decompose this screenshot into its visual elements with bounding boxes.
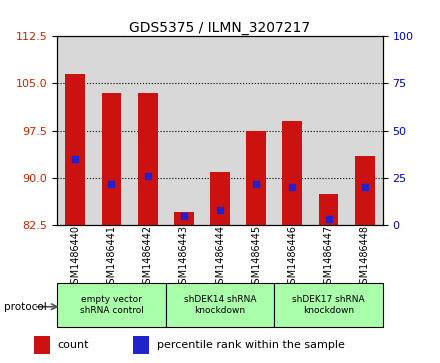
Text: protocol: protocol (4, 302, 47, 312)
Bar (347, 36, 383, 225)
Bar (311, 36, 347, 225)
Point (180, 213, 187, 219)
Bar (129, 36, 166, 225)
Text: GSM1486446: GSM1486446 (287, 225, 297, 290)
Text: shDEK17 shRNA
knockdown: shDEK17 shRNA knockdown (292, 295, 365, 315)
Text: percentile rank within the sample: percentile rank within the sample (157, 340, 345, 350)
Point (72, 156, 79, 162)
Bar (355, 156, 375, 225)
Title: GDS5375 / ILMN_3207217: GDS5375 / ILMN_3207217 (129, 21, 311, 35)
Text: GSM1486443: GSM1486443 (179, 225, 189, 290)
Text: empty vector
shRNA control: empty vector shRNA control (80, 295, 143, 315)
Point (216, 207, 224, 213)
Text: GSM1486441: GSM1486441 (106, 225, 117, 290)
Point (289, 184, 296, 190)
Bar (238, 36, 274, 225)
Text: count: count (58, 340, 89, 350)
Point (325, 216, 332, 222)
Text: shDEK14 shRNA
knockdown: shDEK14 shRNA knockdown (184, 295, 256, 315)
Bar (57, 36, 93, 225)
Bar (138, 93, 158, 225)
Point (108, 181, 115, 187)
Bar (202, 36, 238, 225)
Bar (93, 36, 129, 225)
Text: GSM1486444: GSM1486444 (215, 225, 225, 290)
Bar (210, 172, 230, 225)
Bar (174, 212, 194, 225)
Bar (246, 131, 266, 225)
Point (253, 181, 260, 187)
Text: GSM1486440: GSM1486440 (70, 225, 80, 290)
Bar (319, 193, 338, 225)
Text: GSM1486442: GSM1486442 (143, 225, 153, 290)
Bar (34, 336, 50, 354)
Text: GSM1486448: GSM1486448 (360, 225, 370, 290)
Point (144, 173, 151, 179)
Bar (102, 93, 121, 225)
Bar (166, 36, 202, 225)
Point (361, 184, 368, 190)
Text: GSM1486445: GSM1486445 (251, 225, 261, 290)
Bar (66, 74, 85, 225)
FancyBboxPatch shape (274, 283, 383, 327)
FancyBboxPatch shape (166, 283, 274, 327)
Text: GSM1486447: GSM1486447 (323, 225, 334, 290)
Bar (274, 36, 311, 225)
Bar (133, 336, 149, 354)
Bar (282, 121, 302, 225)
FancyBboxPatch shape (57, 283, 166, 327)
